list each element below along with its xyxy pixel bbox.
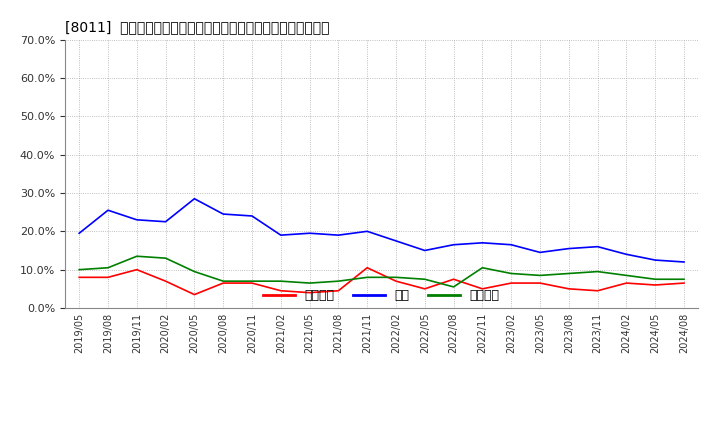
Text: [8011]  売上債権、在庫、買入債務の総資産に対する比率の推移: [8011] 売上債権、在庫、買入債務の総資産に対する比率の推移 xyxy=(65,20,329,34)
Legend: 売上債権, 在庫, 買入債務: 売上債権, 在庫, 買入債務 xyxy=(258,284,505,307)
